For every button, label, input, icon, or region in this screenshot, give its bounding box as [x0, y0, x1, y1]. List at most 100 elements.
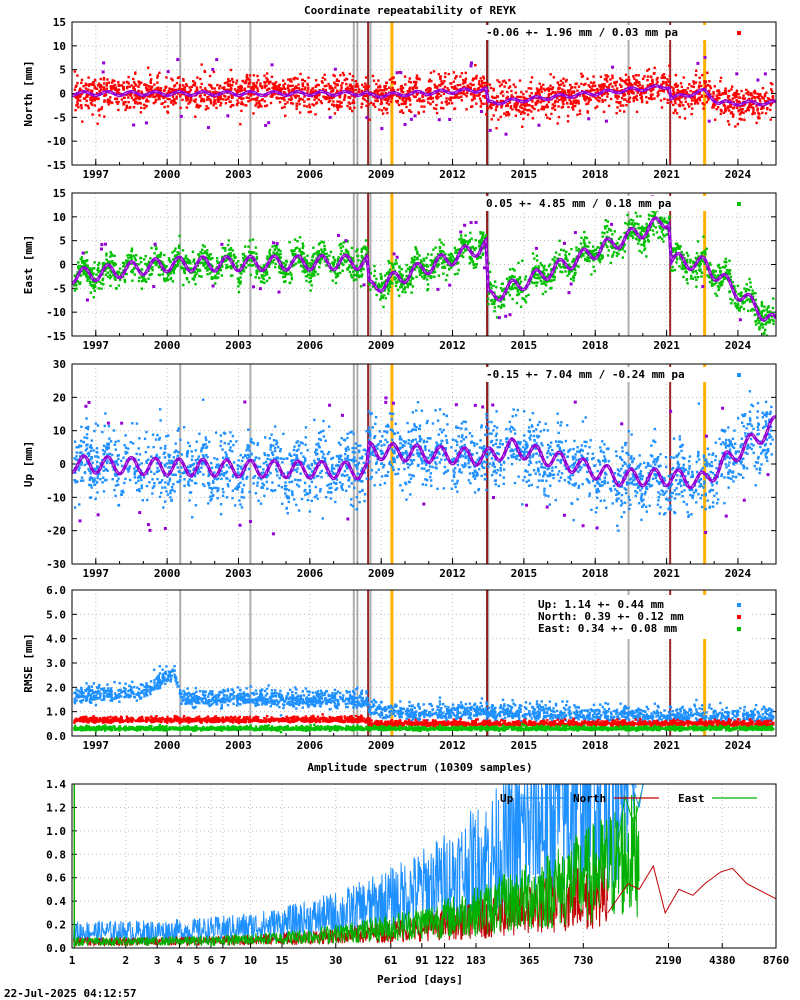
x-tick-label: 2024 — [725, 339, 752, 352]
data-point — [411, 88, 414, 91]
data-point — [473, 248, 476, 251]
data-point — [506, 90, 509, 94]
data-point — [712, 270, 716, 274]
data-point — [558, 98, 561, 102]
data-point — [615, 254, 619, 258]
data-point — [339, 246, 342, 250]
data-point — [145, 83, 148, 87]
data-point — [239, 276, 242, 279]
data-point — [627, 91, 630, 95]
data-point — [342, 73, 346, 77]
data-point — [591, 254, 595, 257]
data-point — [675, 97, 678, 101]
data-point — [727, 123, 731, 126]
data-point — [340, 86, 343, 90]
data-point — [644, 91, 648, 94]
data-point — [584, 245, 588, 248]
data-point — [122, 86, 125, 90]
data-point — [245, 261, 249, 264]
data-point — [306, 254, 309, 257]
data-point — [413, 84, 417, 88]
data-point — [617, 237, 621, 241]
data-point — [542, 99, 546, 103]
data-point — [339, 74, 342, 77]
data-point — [332, 100, 335, 103]
data-point — [193, 270, 197, 274]
data-point — [352, 99, 355, 102]
data-point — [306, 92, 309, 95]
data-point — [84, 82, 88, 85]
data-point — [738, 101, 741, 104]
data-point — [109, 261, 112, 265]
data-point — [467, 84, 470, 87]
data-point — [102, 87, 106, 91]
data-point — [426, 288, 429, 292]
data-point — [223, 259, 226, 263]
data-point — [419, 259, 423, 262]
data-point — [734, 125, 737, 128]
data-point — [289, 94, 293, 98]
data-point — [402, 288, 405, 291]
data-point — [251, 238, 255, 241]
data-point — [532, 281, 536, 285]
data-point — [318, 259, 322, 262]
data-point — [92, 80, 95, 84]
y-tick-label: -10 — [46, 135, 66, 148]
data-point — [522, 103, 525, 106]
data-point — [572, 257, 576, 261]
data-point — [506, 104, 509, 107]
data-point — [185, 91, 188, 94]
data-point — [187, 259, 190, 262]
data-point — [186, 98, 190, 101]
data-point — [262, 264, 265, 267]
data-point — [330, 90, 333, 93]
data-point — [140, 90, 143, 93]
data-point — [302, 244, 305, 248]
data-point — [396, 280, 399, 283]
data-point — [504, 104, 508, 108]
data-point — [518, 95, 521, 99]
data-point — [159, 255, 162, 258]
data-point — [309, 89, 313, 92]
data-point — [553, 101, 557, 104]
data-point — [433, 275, 436, 279]
data-point — [532, 275, 536, 278]
data-point — [173, 98, 176, 101]
data-point — [453, 273, 457, 276]
data-point — [696, 275, 700, 279]
data-point — [192, 260, 195, 263]
data-point — [660, 83, 663, 86]
data-point — [666, 78, 669, 81]
data-point — [78, 95, 82, 99]
plot-area — [72, 22, 776, 165]
data-point — [639, 91, 643, 94]
data-point — [241, 103, 245, 106]
data-point — [274, 81, 278, 84]
data-point — [471, 79, 475, 82]
data-point — [374, 281, 377, 284]
x-tick-label: 2006 — [297, 168, 324, 181]
data-point — [235, 266, 238, 269]
data-point — [87, 83, 90, 86]
data-point — [198, 269, 202, 272]
data-point — [535, 259, 539, 262]
data-point — [90, 103, 94, 106]
data-point — [523, 107, 526, 111]
outlier-point — [703, 55, 707, 59]
data-point — [589, 98, 592, 102]
data-point — [739, 294, 743, 298]
data-point — [592, 75, 595, 78]
data-point — [139, 256, 142, 260]
data-point — [761, 111, 764, 115]
data-point — [635, 215, 639, 218]
data-point — [328, 96, 331, 99]
data-point — [565, 78, 568, 82]
data-point — [285, 273, 288, 276]
data-point — [418, 254, 421, 257]
data-point — [329, 250, 333, 254]
data-point — [475, 263, 479, 266]
data-point — [312, 246, 315, 249]
data-point — [544, 290, 547, 293]
data-point — [697, 97, 700, 100]
data-point — [433, 270, 437, 274]
